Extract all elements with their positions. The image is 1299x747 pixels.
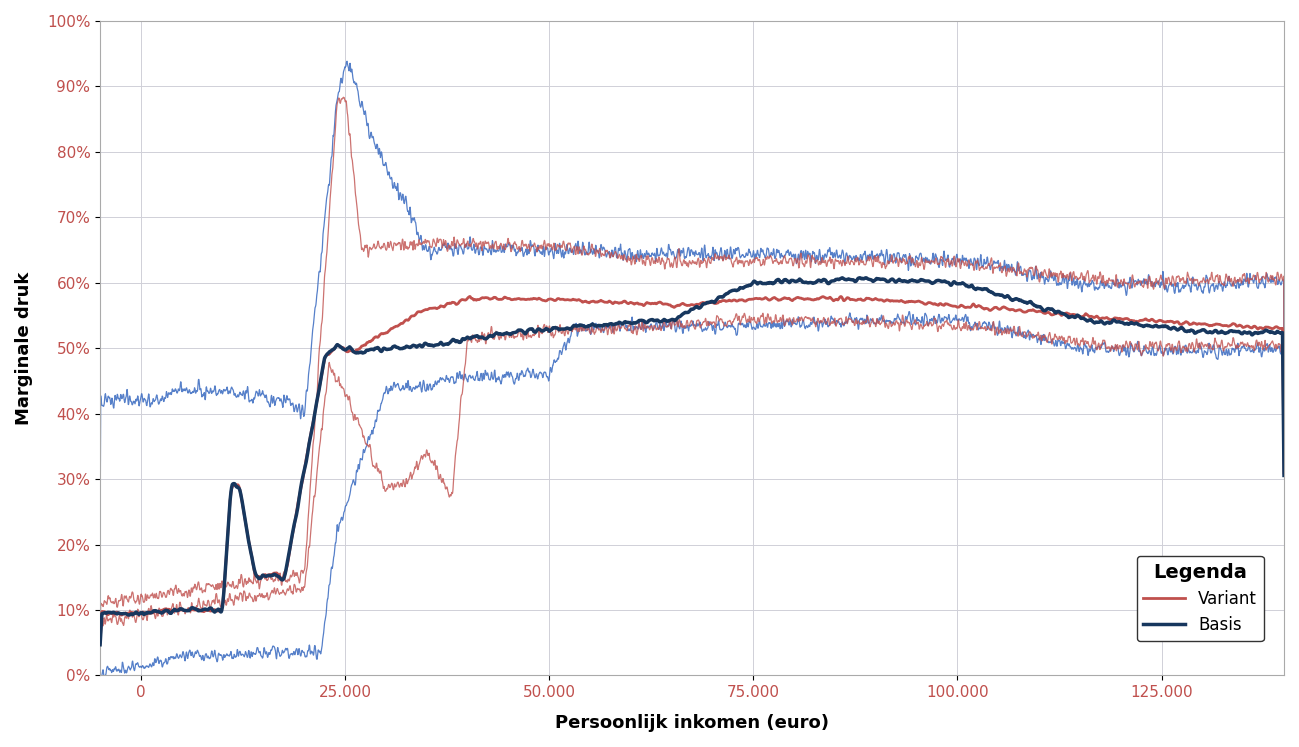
Variant (655, 300, 670, 309)
Line: Variant: Variant (100, 297, 1283, 643)
Variant (1276, 468, 1291, 477)
Variant (599, 298, 614, 307)
Basis (92, 640, 108, 649)
Basis (655, 316, 670, 325)
Variant (1241, 322, 1256, 331)
Legend: Variant, Basis: Variant, Basis (1137, 556, 1264, 641)
Variant (1181, 320, 1196, 329)
Basis (590, 321, 605, 330)
Variant (462, 292, 478, 301)
Line: Basis: Basis (100, 278, 1283, 645)
Variant (92, 639, 108, 648)
Y-axis label: Marginale druk: Marginale druk (16, 271, 32, 425)
Basis (1181, 326, 1196, 335)
Basis (1276, 471, 1291, 480)
Variant (590, 297, 605, 306)
Basis (857, 273, 873, 282)
Basis (1241, 329, 1256, 338)
X-axis label: Persoonlijk inkomen (euro): Persoonlijk inkomen (euro) (555, 714, 829, 732)
Basis (599, 320, 614, 329)
Variant (952, 301, 968, 310)
Basis (952, 279, 968, 288)
